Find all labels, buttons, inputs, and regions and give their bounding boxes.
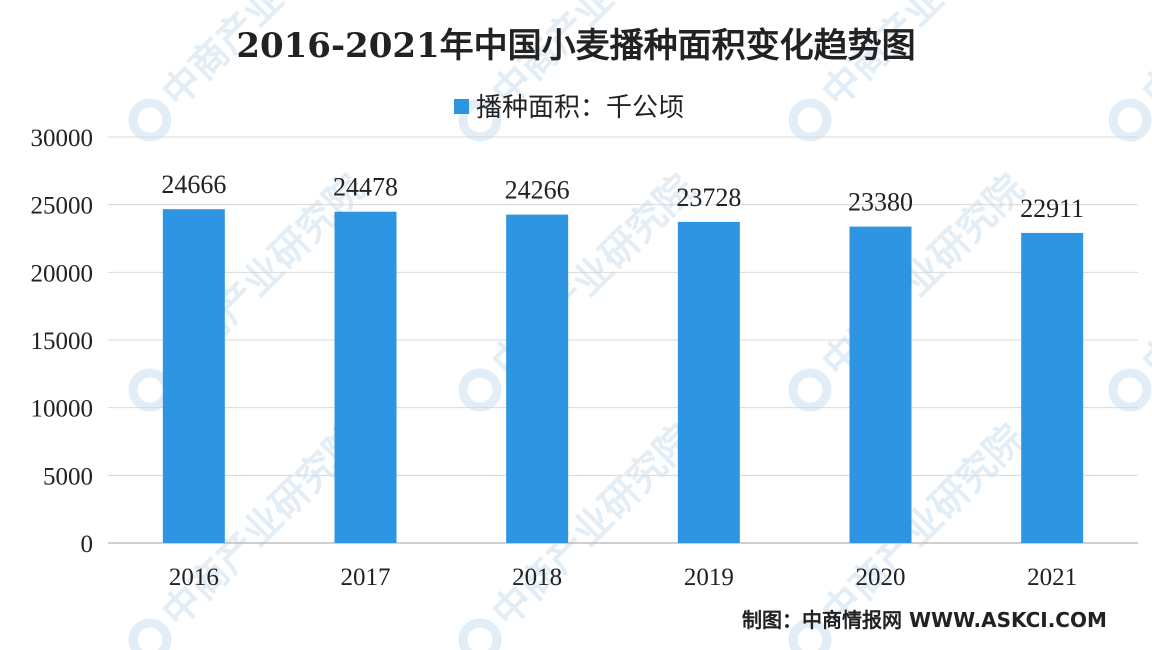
data-label-2021: 22911 <box>1020 194 1084 223</box>
watermark-0: 中商产业研究院 <box>128 0 373 142</box>
watermark-text: 中商产业研究院 <box>1134 166 1152 385</box>
bar-2018 <box>506 214 569 543</box>
y-axis-ticks: 0 5000 10000 15000 20000 25000 30000 <box>31 125 94 558</box>
legend-label: 播种面积：千公顷 <box>476 93 684 123</box>
watermark-7: 中商产业研究院 <box>1108 166 1152 412</box>
source-note: 制图：中商情报网 WWW.ASKCI.COM <box>742 608 1107 632</box>
watermark-logo-icon <box>788 618 832 650</box>
watermark-logo-icon <box>128 368 172 412</box>
watermark-logo-icon <box>1108 98 1152 142</box>
watermark-9: 中商产业研究院 <box>458 416 703 650</box>
bar-2020 <box>849 226 912 543</box>
bars <box>162 209 1084 543</box>
legend: 播种面积：千公顷 <box>454 93 684 123</box>
watermark-1: 中商产业研究院 <box>458 0 703 142</box>
y-tick-label: 15000 <box>31 328 94 355</box>
gridlines <box>108 136 1138 476</box>
data-label-2018: 24266 <box>505 176 570 205</box>
x-tick-label-2017: 2017 <box>341 564 391 591</box>
watermark-5: 中商产业研究院 <box>458 166 703 412</box>
x-tick-label-2021: 2021 <box>1027 564 1077 591</box>
y-tick-label: 5000 <box>43 463 93 490</box>
y-tick-label: 10000 <box>31 396 94 423</box>
x-tick-label-2016: 2016 <box>169 564 219 591</box>
x-tick-label-2018: 2018 <box>512 564 562 591</box>
y-tick-label: 30000 <box>31 125 94 152</box>
bar-2021 <box>1021 232 1084 543</box>
watermark-logo-icon <box>128 98 172 142</box>
watermark-3: 中商产业研究院 <box>1108 0 1152 142</box>
watermark-logo-icon <box>788 368 832 412</box>
watermark-logo-icon <box>788 98 832 142</box>
watermark-text: 中商产业研究院 <box>814 416 1033 635</box>
y-tick-label: 20000 <box>31 260 94 287</box>
data-label-2016: 24666 <box>161 170 226 199</box>
watermark-logo-icon <box>1108 368 1152 412</box>
watermark-text: 中商产业研究院 <box>814 166 1033 385</box>
data-label-2020: 23380 <box>848 188 913 217</box>
bar-2017 <box>334 211 397 543</box>
x-axis-ticks: 2016 2017 2018 2019 2020 2021 <box>169 564 1077 591</box>
watermark-2: 中商产业研究院 <box>788 0 1033 142</box>
x-tick-label-2020: 2020 <box>856 564 906 591</box>
watermark-logo-icon <box>458 368 502 412</box>
chart-title: 2016-2021年中国小麦播种面积变化趋势图 <box>236 26 915 66</box>
y-tick-label: 25000 <box>31 193 94 220</box>
bar-2019 <box>677 221 740 543</box>
watermark-logo-icon <box>458 618 502 650</box>
legend-swatch <box>454 99 469 114</box>
x-tick-label-2019: 2019 <box>684 564 734 591</box>
watermark-text: 中商产业研究院 <box>1134 0 1152 115</box>
data-labels: 24666 24478 24266 23728 23380 22911 <box>161 170 1084 223</box>
y-tick-label: 0 <box>81 531 94 558</box>
data-label-2017: 24478 <box>333 173 398 202</box>
data-label-2019: 23728 <box>676 183 741 212</box>
bar-2016 <box>162 209 225 543</box>
watermark-logo-icon <box>128 618 172 650</box>
